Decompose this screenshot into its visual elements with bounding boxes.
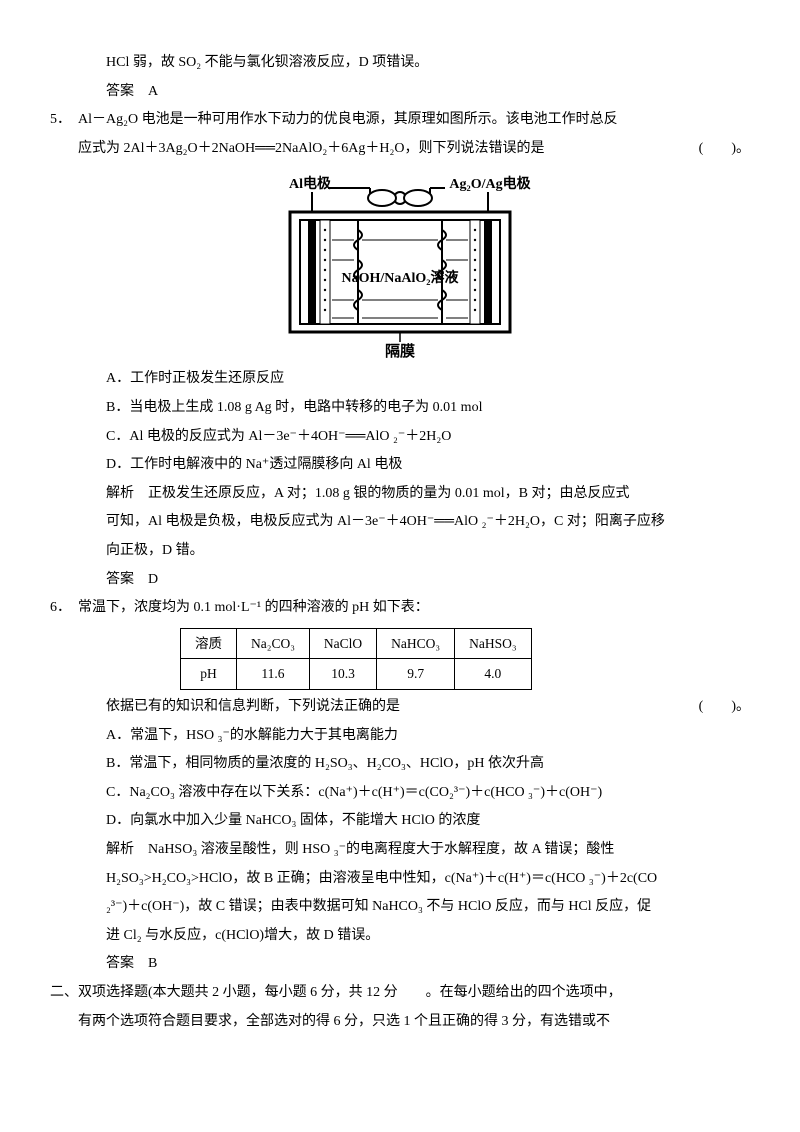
q5-stem-line1: Al－Ag₂O 电池是一种可用作水下动力的优良电源，其原理如图所示。该电池工作时… xyxy=(78,107,750,134)
q6-blank: ( )。 xyxy=(699,694,750,721)
q5-explain-1: 解析 正极发生还原反应，A 对；1.08 g 银的物质的量为 0.01 mol，… xyxy=(50,481,750,508)
diagram-left-label: Al电极 xyxy=(289,175,332,192)
section2-line1: 二、双项选择题(本大题共 2 小题，每小题 6 分，共 12 分 。在每小题给出… xyxy=(50,980,750,1007)
q6-number: 6． xyxy=(50,595,78,624)
q5-option-c: C．Al 电极的反应式为 Al－3e⁻＋4OH⁻══AlO ₂⁻＋2H₂O xyxy=(50,424,750,451)
q5-blank: ( )。 xyxy=(699,136,750,163)
diagram-right-label: Ag₂O/Ag电极 xyxy=(449,175,531,192)
diagram-solution-label: NaOH/NaAlO₂溶液 xyxy=(342,269,460,286)
q6-option-b: B．常温下，相同物质的量浓度的 H₂SO₃、H₂CO₃、HClO，pH 依次升高 xyxy=(50,751,750,778)
section2-line2: 有两个选项符合题目要求，全部选对的得 6 分，只选 1 个且正确的得 3 分，有… xyxy=(50,1009,750,1036)
table-cell: NaHSO₃ xyxy=(455,628,531,659)
table-cell: Na₂CO₃ xyxy=(237,628,310,659)
q5-option-a: A．工作时正极发生还原反应 xyxy=(50,366,750,393)
q6-explain-1: 解析 NaHSO₃ 溶液呈酸性，则 HSO ₃⁻的电离程度大于水解程度，故 A … xyxy=(50,837,750,864)
table-cell: 10.3 xyxy=(309,659,376,690)
table-cell: NaHCO₃ xyxy=(377,628,455,659)
q6-body: 常温下，浓度均为 0.1 mol·L⁻¹ 的四种溶液的 pH 如下表： xyxy=(78,595,750,624)
table-cell: 9.7 xyxy=(377,659,455,690)
q5-option-d: D．工作时电解液中的 Na⁺透过隔膜移向 Al 电极 xyxy=(50,452,750,479)
q5-stem-line2: 应式为 2Al＋3Ag₂O＋2NaOH══2NaAlO₂＋6Ag＋H₂O，则下列… xyxy=(78,136,750,163)
question-6: 6． 常温下，浓度均为 0.1 mol·L⁻¹ 的四种溶液的 pH 如下表： xyxy=(50,595,750,624)
q6-option-d: D．向氯水中加入少量 NaHCO₃ 固体，不能增大 HClO 的浓度 xyxy=(50,808,750,835)
q6-after-text: 依据已有的知识和信息判断，下列说法正确的是 xyxy=(106,699,400,714)
diagram-membrane-label: 隔膜 xyxy=(385,342,415,360)
table-cell: NaClO xyxy=(309,628,376,659)
q5-body: Al－Ag₂O 电池是一种可用作水下动力的优良电源，其原理如图所示。该电池工作时… xyxy=(78,107,750,164)
q5-explain-3: 向正极，D 错。 xyxy=(50,538,750,565)
table-header-row: 溶质 Na₂CO₃ NaClO NaHCO₃ NaHSO₃ xyxy=(181,628,532,659)
q5-stem-line2-text: 应式为 2Al＋3Ag₂O＋2NaOH══2NaAlO₂＋6Ag＋H₂O，则下列… xyxy=(78,141,545,156)
answer-a: 答案 A xyxy=(50,79,750,106)
answer-b: 答案 B xyxy=(50,951,750,978)
table-row: pH 11.6 10.3 9.7 4.0 xyxy=(181,659,532,690)
table-cell: 4.0 xyxy=(455,659,531,690)
q6-option-c: C．Na₂CO₃ 溶液中存在以下关系：c(Na⁺)＋c(H⁺)＝c(CO₂³⁻)… xyxy=(50,780,750,807)
table-cell: 11.6 xyxy=(237,659,310,690)
page-root: HCl 弱，故 SO₂ 不能与氯化钡溶液反应，D 项错误。 答案 A 5． Al… xyxy=(0,0,800,1087)
q5-explain-2: 可知，Al 电极是负极，电极反应式为 Al－3e⁻＋4OH⁻══AlO ₂⁻＋2… xyxy=(50,509,750,536)
q6-explain-3: ₂³⁻)＋c(OH⁻)，故 C 错误；由表中数据可知 NaHCO₃ 不与 HCl… xyxy=(50,894,750,921)
q5-number: 5． xyxy=(50,107,78,164)
battery-svg: Al电极 Ag₂O/Ag电极 xyxy=(250,170,550,360)
battery-diagram: Al电极 Ag₂O/Ag电极 xyxy=(50,170,750,360)
answer-d: 答案 D xyxy=(50,567,750,594)
q6-explain-2: H₂SO₃>H₂CO₃>HClO，故 B 正确；由溶液呈电中性知，c(Na⁺)＋… xyxy=(50,866,750,893)
table-cell: 溶质 xyxy=(181,628,237,659)
q6-stem: 常温下，浓度均为 0.1 mol·L⁻¹ 的四种溶液的 pH 如下表： xyxy=(78,595,750,622)
q6-option-a: A．常温下，HSO ₃⁻的水解能力大于其电离能力 xyxy=(50,723,750,750)
question-5: 5． Al－Ag₂O 电池是一种可用作水下动力的优良电源，其原理如图所示。该电池… xyxy=(50,107,750,164)
pre-text-line: HCl 弱，故 SO₂ 不能与氯化钡溶液反应，D 项错误。 xyxy=(50,50,750,77)
q6-post-table: 依据已有的知识和信息判断，下列说法正确的是 ( )。 xyxy=(50,694,750,721)
q5-option-b: B．当电极上生成 1.08 g Ag 时，电路中转移的电子为 0.01 mol xyxy=(50,395,750,422)
q6-explain-4: 进 Cl₂ 与水反应，c(HClO)增大，故 D 错误。 xyxy=(50,923,750,950)
ph-table: 溶质 Na₂CO₃ NaClO NaHCO₃ NaHSO₃ pH 11.6 10… xyxy=(180,628,532,690)
table-cell: pH xyxy=(181,659,237,690)
